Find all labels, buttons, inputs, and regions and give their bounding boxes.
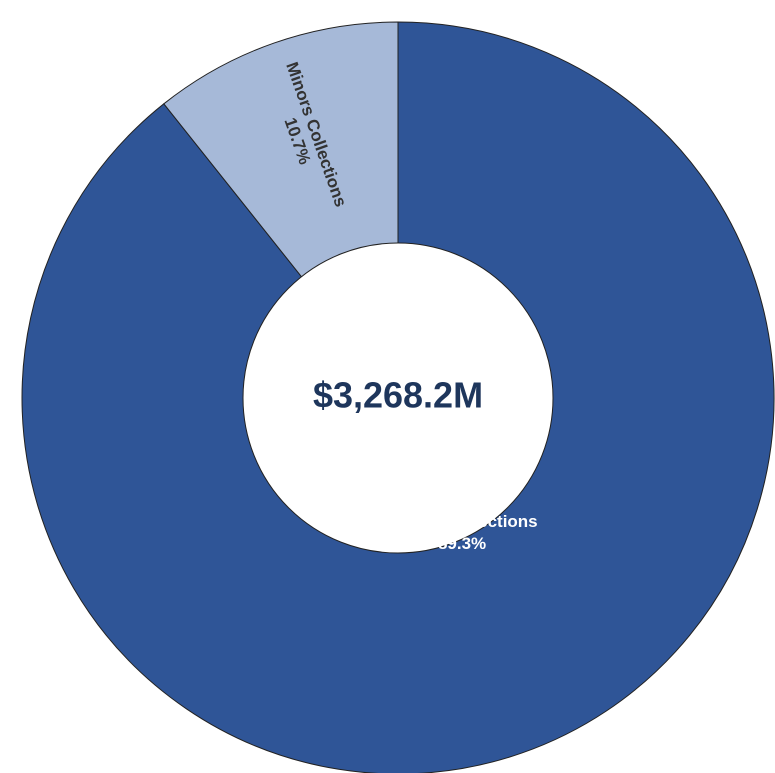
slice-percent-majors: 89.3% [438,534,486,553]
center-total-label: $3,268.2M [313,375,483,416]
donut-slice-majors-collections [21,21,775,773]
donut-hole [242,242,554,554]
slice-label-majors: Majors Collections 89.3% [386,512,537,553]
slice-name-majors: Majors Collections [386,512,537,531]
